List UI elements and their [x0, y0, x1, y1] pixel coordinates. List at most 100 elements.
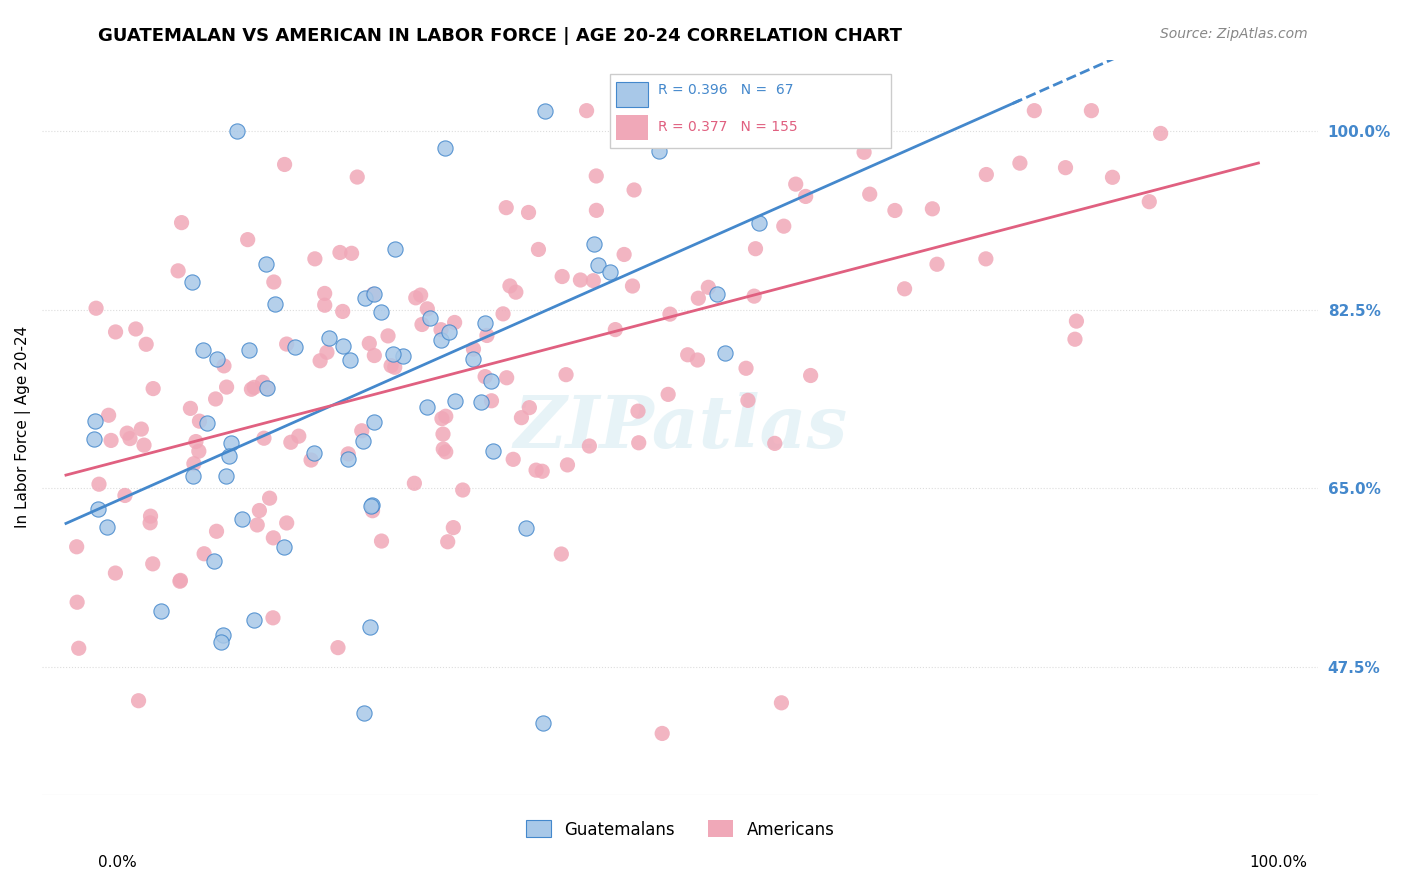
Point — [1054, 161, 1077, 175]
Point — [463, 342, 485, 356]
Point — [259, 491, 281, 505]
Point — [83, 414, 105, 428]
Point — [434, 445, 457, 459]
Point — [925, 257, 948, 271]
Point — [231, 512, 253, 526]
Point — [377, 329, 399, 343]
Point — [672, 128, 695, 142]
Point — [215, 468, 238, 483]
Point — [337, 452, 360, 467]
Point — [360, 499, 382, 513]
Point — [370, 534, 392, 549]
Point — [131, 422, 153, 436]
Point — [439, 325, 461, 339]
FancyBboxPatch shape — [616, 82, 648, 107]
Text: 100.0%: 100.0% — [1250, 855, 1308, 870]
Point — [1149, 127, 1171, 141]
Point — [314, 298, 336, 312]
Point — [238, 343, 260, 357]
Point — [444, 394, 467, 409]
Point — [253, 431, 276, 445]
Point — [627, 404, 650, 418]
Point — [219, 436, 242, 450]
Point — [499, 279, 522, 293]
Point — [621, 279, 644, 293]
Point — [517, 205, 540, 219]
Point — [785, 177, 807, 191]
Point — [211, 628, 233, 642]
Point — [481, 443, 503, 458]
Point — [332, 339, 354, 353]
Point — [686, 353, 709, 368]
Point — [299, 453, 322, 467]
Point — [187, 444, 209, 458]
Point — [205, 352, 228, 367]
Point — [118, 432, 141, 446]
Point — [280, 435, 302, 450]
Point — [87, 502, 110, 516]
Point — [240, 382, 263, 396]
Point — [226, 123, 249, 137]
Point — [363, 415, 385, 429]
Point — [657, 387, 679, 401]
Point — [170, 216, 193, 230]
FancyBboxPatch shape — [616, 115, 648, 140]
Point — [1064, 332, 1087, 346]
Point — [354, 291, 377, 305]
Point — [883, 203, 905, 218]
Point — [585, 169, 607, 183]
Point — [363, 287, 385, 301]
Point — [505, 285, 527, 300]
Point — [100, 434, 122, 448]
Point — [256, 381, 278, 395]
Point — [83, 432, 105, 446]
Point — [1024, 103, 1046, 118]
Point — [846, 113, 869, 128]
Point — [262, 611, 284, 625]
Point — [495, 201, 517, 215]
FancyBboxPatch shape — [610, 74, 890, 148]
Point — [380, 359, 402, 373]
Point — [419, 311, 441, 326]
Point — [474, 316, 496, 330]
Text: ZIPatlas: ZIPatlas — [513, 392, 848, 463]
Point — [510, 410, 533, 425]
Point — [142, 557, 165, 571]
Point — [139, 509, 162, 524]
Point — [416, 400, 439, 414]
Y-axis label: In Labor Force | Age 20-24: In Labor Force | Age 20-24 — [15, 326, 31, 528]
Text: GUATEMALAN VS AMERICAN IN LABOR FORCE | AGE 20-24 CORRELATION CHART: GUATEMALAN VS AMERICAN IN LABOR FORCE | … — [98, 27, 903, 45]
Point — [551, 269, 574, 284]
Point — [1080, 103, 1102, 118]
Point — [800, 368, 823, 383]
Point — [976, 168, 998, 182]
Point — [204, 392, 226, 406]
Point — [167, 264, 190, 278]
Point — [314, 286, 336, 301]
Point — [246, 518, 269, 533]
Text: Source: ZipAtlas.com: Source: ZipAtlas.com — [1160, 27, 1308, 41]
Point — [441, 521, 464, 535]
Point — [209, 634, 232, 648]
Point — [135, 337, 157, 351]
Point — [436, 534, 458, 549]
Point — [183, 468, 205, 483]
Point — [276, 337, 298, 351]
Point — [658, 307, 681, 321]
Point — [676, 348, 699, 362]
Point — [828, 103, 851, 118]
Point — [139, 516, 162, 530]
Point — [218, 449, 240, 463]
Point — [519, 401, 541, 415]
Point — [326, 640, 349, 655]
Point — [273, 157, 295, 171]
Point — [205, 524, 228, 539]
Point — [309, 353, 332, 368]
Point — [772, 219, 794, 234]
Point — [188, 414, 211, 428]
Point — [183, 457, 205, 471]
Point — [360, 498, 382, 512]
Point — [128, 694, 150, 708]
Point — [243, 380, 266, 394]
Point — [605, 322, 627, 336]
